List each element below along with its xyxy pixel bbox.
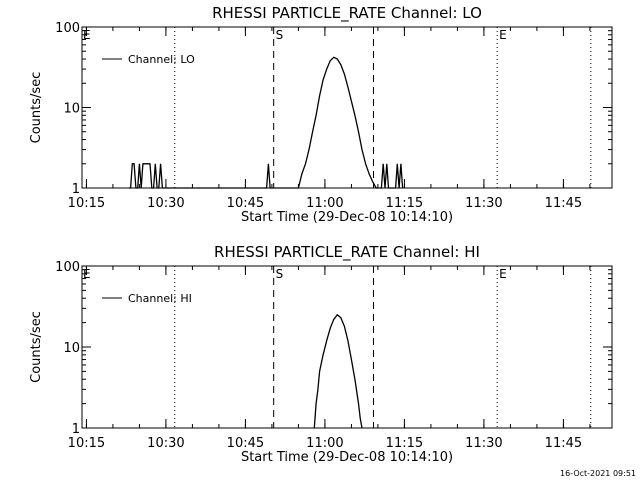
marker-label: S [276,267,284,281]
edge-marker-label: E [83,267,91,281]
x-tick-label: 10:30 [147,196,184,211]
x-tick-label: 11:45 [545,436,582,451]
legend-label: Channel: HI [128,292,192,305]
x-tick-label: 10:30 [147,436,184,451]
x-axis-label: Start Time (29-Dec-08 10:14:10) [241,450,453,465]
y-tick-label: 1 [72,422,80,437]
y-axis-label: Counts/sec [29,72,44,144]
y-tick-label: 100 [55,21,80,36]
x-tick-label: 11:15 [386,436,423,451]
chart-title: RHESSI PARTICLE_RATE Channel: HI [214,243,480,262]
plot-frame [81,265,613,429]
x-tick-label: 11:15 [386,196,423,211]
legend-label: Channel: LO [128,53,195,66]
x-tick-label: 11:00 [306,436,343,451]
footer-timestamp: 16-Oct-2021 09:51 [560,469,636,478]
x-tick-label: 10:15 [68,436,105,451]
chart-title: RHESSI PARTICLE_RATE Channel: LO [212,4,482,23]
series-line [128,56,404,189]
y-tick-label: 10 [63,102,80,117]
x-tick-label: 10:45 [227,196,264,211]
x-tick-label: 10:15 [68,196,105,211]
marker-label: E [499,267,507,281]
edge-marker-label: E [83,28,91,42]
x-tick-label: 11:30 [465,436,502,451]
marker-label: E [499,28,507,42]
series-line [313,313,363,429]
x-tick-label: 11:30 [465,196,502,211]
y-tick-label: 10 [63,341,80,356]
plot-frame [81,26,613,189]
marker-label: S [276,28,284,42]
x-tick-label: 10:45 [227,436,264,451]
y-tick-label: 1 [72,182,80,197]
x-axis-label: Start Time (29-Dec-08 10:14:10) [241,210,453,225]
x-tick-label: 11:00 [306,196,343,211]
x-tick-label: 11:45 [545,196,582,211]
y-tick-label: 100 [55,260,80,275]
y-axis-label: Counts/sec [29,311,44,383]
